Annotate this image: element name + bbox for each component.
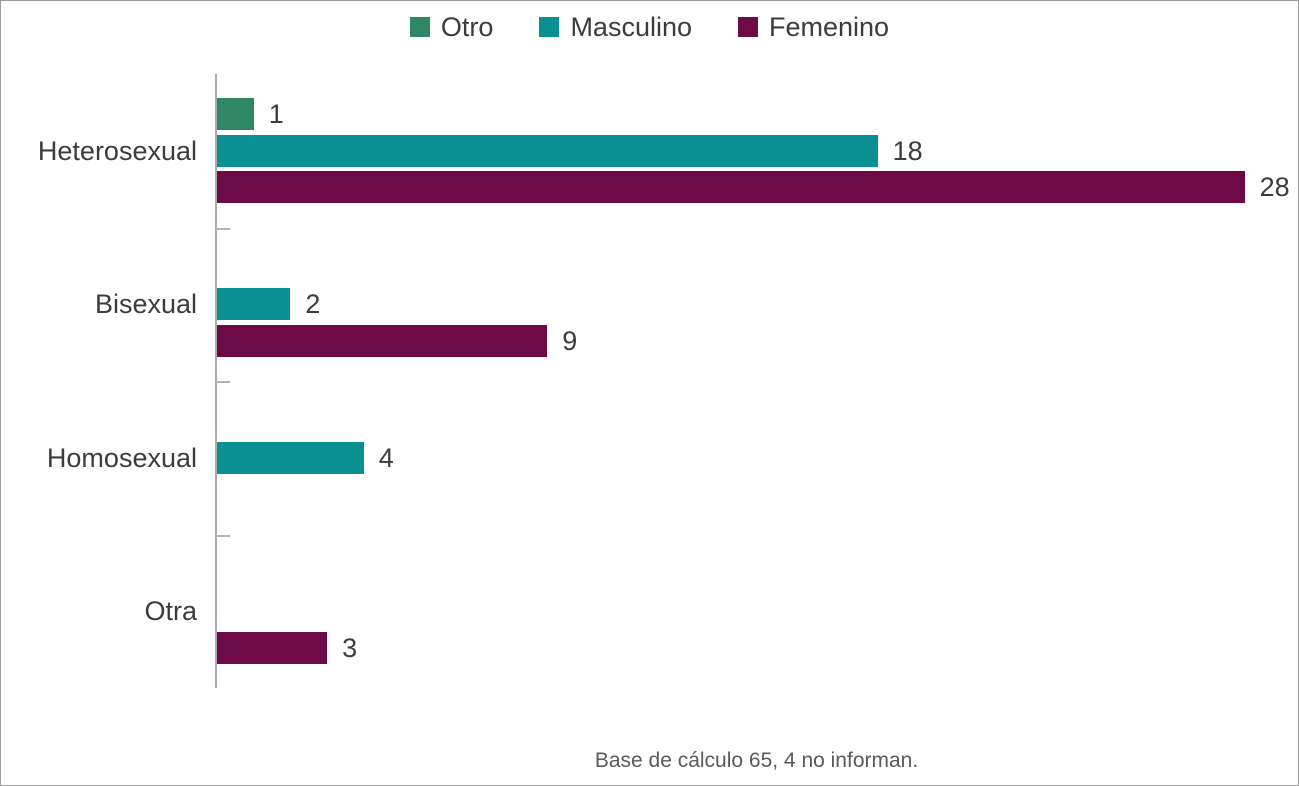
value-label-otro-heterosexual: 1 bbox=[268, 99, 284, 130]
value-label-femenino-otra: 3 bbox=[342, 632, 358, 663]
value-label-femenino-heterosexual: 28 bbox=[1259, 172, 1290, 203]
value-label-masculino-bisexual: 2 bbox=[305, 289, 321, 320]
axis-tick bbox=[216, 381, 230, 383]
category-label-heterosexual: Heterosexual bbox=[37, 135, 197, 166]
legend-item-femenino: Femenino bbox=[738, 11, 890, 42]
footer-note: Base de cálculo 65, 4 no informan. bbox=[594, 749, 919, 772]
axis-tick bbox=[216, 535, 230, 537]
value-label-femenino-bisexual: 9 bbox=[562, 325, 578, 356]
legend-item-masculino: Masculino bbox=[539, 11, 692, 42]
bar-otro-heterosexual bbox=[217, 98, 254, 131]
bar-femenino-bisexual bbox=[217, 324, 548, 357]
bar-femenino-otra bbox=[217, 631, 328, 664]
category-label-homosexual: Homosexual bbox=[46, 442, 197, 473]
legend-swatch-otro-icon bbox=[409, 17, 430, 37]
legend-label-femenino: Femenino bbox=[769, 11, 890, 42]
bar-femenino-heterosexual bbox=[217, 171, 1245, 204]
axis-tick bbox=[216, 228, 230, 230]
legend-label-masculino: Masculino bbox=[570, 11, 692, 42]
value-label-masculino-heterosexual: 18 bbox=[892, 135, 923, 166]
category-label-otra: Otra bbox=[144, 596, 197, 627]
legend-swatch-masculino-icon bbox=[539, 17, 560, 37]
value-label-masculino-homosexual: 4 bbox=[378, 442, 394, 473]
legend-label-otro: Otro bbox=[440, 11, 494, 42]
legend-item-otro: Otro bbox=[409, 11, 494, 42]
bar-masculino-homosexual bbox=[217, 441, 364, 474]
bar-masculino-bisexual bbox=[217, 288, 291, 321]
category-label-bisexual: Bisexual bbox=[94, 289, 197, 320]
bar-masculino-heterosexual bbox=[217, 134, 878, 167]
legend: Otro Masculino Femenino bbox=[1, 7, 1298, 47]
legend-swatch-femenino-icon bbox=[738, 17, 758, 37]
